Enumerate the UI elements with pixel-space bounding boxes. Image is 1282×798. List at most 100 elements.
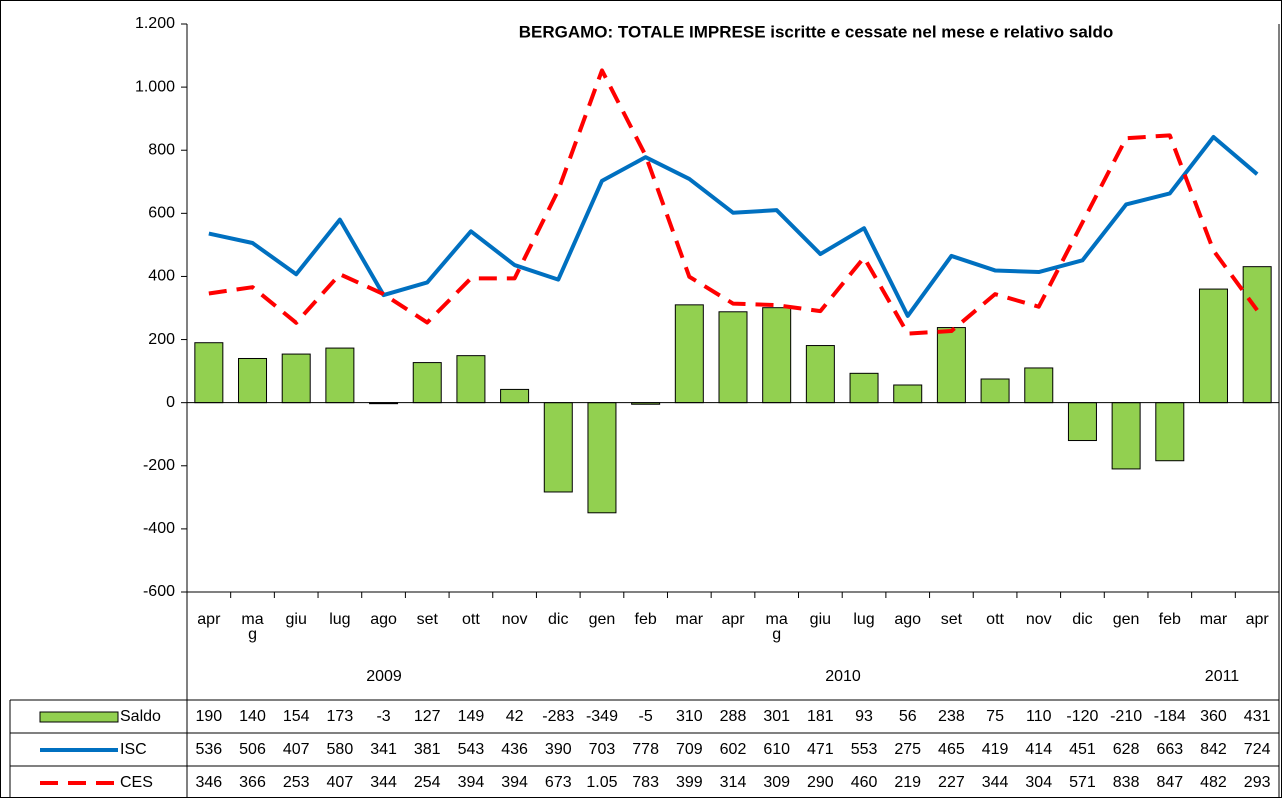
table-value: 543 [458, 741, 485, 758]
table-value: 173 [327, 708, 354, 725]
table-value: 407 [283, 741, 310, 758]
table-value: 482 [1200, 774, 1227, 791]
table-value: 293 [1244, 774, 1271, 791]
table-value: 460 [851, 774, 878, 791]
series-line [208, 68, 1259, 336]
year-label: 2011 [1205, 668, 1240, 685]
table-value: 219 [894, 774, 921, 791]
bar [805, 345, 835, 404]
x-tick-label: apr [197, 611, 221, 628]
legend-label: Saldo [120, 708, 161, 725]
y-tick-label: -600 [143, 583, 175, 600]
x-tick-label: nov [501, 611, 528, 628]
bar [281, 353, 311, 404]
table-value: 227 [938, 774, 965, 791]
bar [500, 388, 530, 404]
table-value: 407 [327, 774, 354, 791]
table-value: 663 [1156, 741, 1183, 758]
bar [936, 327, 966, 404]
x-tick-label: mag [765, 611, 788, 643]
table-value: 842 [1200, 741, 1227, 758]
table-value: -120 [1066, 708, 1098, 725]
x-tick-label: dic [548, 611, 569, 628]
bar [456, 355, 486, 404]
series-line [208, 134, 1259, 318]
x-tick-label: gen [588, 611, 616, 628]
year-label: 2010 [825, 668, 861, 685]
table-value: -283 [542, 708, 574, 725]
x-tick-label: ott [462, 611, 480, 628]
x-tick-label: ago [370, 611, 397, 628]
table-value: 553 [851, 741, 878, 758]
table-value: 346 [195, 774, 222, 791]
chart-title: BERGAMO: TOTALE IMPRESE iscritte e cessa… [519, 22, 1114, 41]
bar [1155, 402, 1185, 462]
x-tick-label: giu [809, 611, 832, 628]
bar [1198, 288, 1228, 404]
bar [718, 311, 748, 404]
bar [412, 362, 442, 404]
table-value: -3 [376, 708, 390, 725]
bar [980, 378, 1010, 404]
table-value: 42 [506, 708, 524, 725]
x-tick-label: nov [1025, 611, 1052, 628]
x-tick-label: giu [285, 611, 307, 628]
table-value: 304 [1025, 774, 1052, 791]
year-label: 2009 [366, 668, 402, 685]
table-value: 673 [545, 774, 572, 791]
table-value: 288 [720, 708, 747, 725]
table-value: 366 [239, 774, 266, 791]
table-value: 190 [195, 708, 222, 725]
table-value: 399 [676, 774, 703, 791]
table-value: 254 [414, 774, 441, 791]
table-value: 149 [458, 708, 485, 725]
table-value: 301 [763, 708, 790, 725]
table-value: 360 [1200, 708, 1227, 725]
table-value: 610 [763, 741, 790, 758]
table-value: 127 [414, 708, 441, 725]
y-tick-label: 400 [148, 268, 175, 285]
x-tick-label: mag [241, 611, 264, 643]
table-value: -210 [1110, 708, 1142, 725]
bar [325, 347, 355, 404]
table-value: 431 [1244, 708, 1271, 725]
y-tick-label: -200 [143, 457, 175, 474]
y-tick-label: 200 [148, 331, 175, 348]
y-tick-label: 600 [148, 205, 175, 222]
table-value: 93 [855, 708, 873, 725]
table-value: 75 [986, 708, 1004, 725]
legend-label: CES [120, 774, 153, 791]
x-tick-label: mar [675, 611, 704, 628]
table-value: 309 [763, 774, 790, 791]
table-value: 571 [1069, 774, 1096, 791]
table-value: 778 [632, 741, 659, 758]
table-value: 1.05 [586, 774, 617, 791]
table-value: 181 [807, 708, 834, 725]
x-tick-label: apr [721, 611, 745, 628]
table-value: 253 [283, 774, 310, 791]
table-value: 390 [545, 741, 572, 758]
x-tick-label: set [940, 611, 963, 628]
table-value: 344 [982, 774, 1009, 791]
bar [674, 304, 704, 404]
table-value: 310 [676, 708, 703, 725]
x-tick-label: feb [634, 611, 657, 628]
table-value: 344 [370, 774, 397, 791]
table-value: 394 [501, 774, 528, 791]
table-value: 290 [807, 774, 834, 791]
x-tick-label: ago [894, 611, 922, 628]
table-value: 110 [1026, 708, 1052, 725]
table-value: 847 [1156, 774, 1183, 791]
y-tick-label: 0 [166, 394, 175, 411]
table-value: -5 [639, 708, 653, 725]
table-value: 341 [370, 741, 397, 758]
table-value: 414 [1025, 741, 1052, 758]
bar [849, 372, 879, 404]
table-value: 536 [195, 741, 222, 758]
table-value: 783 [632, 774, 659, 791]
table-value: 275 [894, 741, 921, 758]
legend-label: ISC [120, 741, 147, 758]
